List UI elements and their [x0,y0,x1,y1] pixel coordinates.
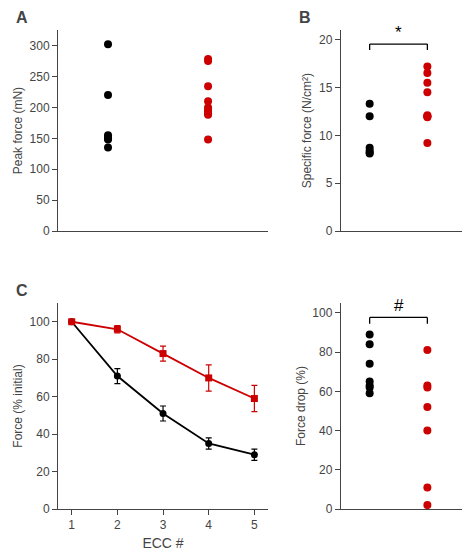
svg-text:#: # [394,296,404,315]
svg-text:20: 20 [319,33,333,47]
svg-text:2: 2 [114,518,121,532]
svg-text:40: 40 [319,424,333,438]
svg-text:Peak force (mN): Peak force (mN) [11,87,25,174]
svg-text:0: 0 [43,502,50,516]
svg-text:100: 100 [30,162,50,176]
svg-text:A: A [16,9,28,26]
svg-text:0: 0 [326,224,333,238]
svg-text:200: 200 [30,101,50,115]
svg-text:*: * [395,23,402,42]
svg-text:20: 20 [36,465,50,479]
svg-text:5: 5 [251,518,258,532]
svg-text:0: 0 [326,502,333,516]
svg-text:ECC #: ECC # [142,535,183,551]
svg-text:Force drop (%): Force drop (%) [294,366,308,446]
svg-text:Force (% initial): Force (% initial) [11,364,25,447]
svg-text:C: C [16,282,28,299]
svg-text:100: 100 [30,315,50,329]
svg-text:Specific force (N/cm²): Specific force (N/cm²) [300,73,314,188]
svg-text:10: 10 [319,129,333,143]
svg-text:20: 20 [319,463,333,477]
svg-text:80: 80 [319,345,333,359]
svg-text:80: 80 [36,352,50,366]
svg-text:5: 5 [326,176,333,190]
svg-text:50: 50 [36,193,50,207]
svg-text:60: 60 [36,390,50,404]
svg-text:40: 40 [36,427,50,441]
svg-text:60: 60 [319,385,333,399]
svg-text:3: 3 [160,518,167,532]
svg-text:4: 4 [205,518,212,532]
svg-text:1: 1 [68,518,75,532]
svg-text:250: 250 [30,70,50,84]
svg-text:0: 0 [43,224,50,238]
svg-text:300: 300 [30,39,50,53]
svg-text:B: B [299,9,311,26]
svg-text:15: 15 [319,81,333,95]
svg-text:150: 150 [30,132,50,146]
svg-text:100: 100 [312,306,332,320]
